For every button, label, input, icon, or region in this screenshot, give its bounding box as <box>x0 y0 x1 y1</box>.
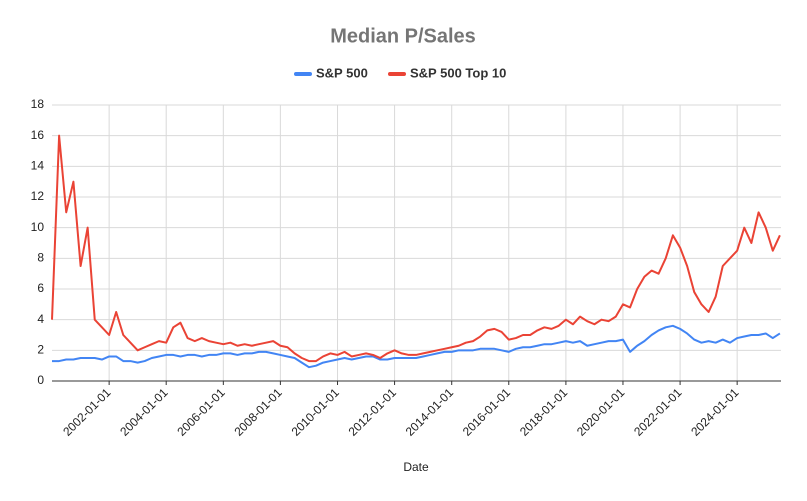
y-tick-label: 4 <box>37 312 44 326</box>
y-tick-label: 0 <box>37 373 44 387</box>
x-tick-label: 2016-01-01 <box>460 385 514 439</box>
series-line <box>52 324 781 369</box>
x-tick-label: 2022-01-01 <box>631 385 685 439</box>
x-tick-label: 2010-01-01 <box>289 385 343 439</box>
y-tick-label: 18 <box>31 97 45 111</box>
y-tick-label: 10 <box>31 220 45 234</box>
series-line <box>51 134 781 363</box>
x-tick-label: 2012-01-01 <box>346 385 400 439</box>
x-tick-label: 2002-01-01 <box>60 385 114 439</box>
legend-label: S&P 500 <box>316 65 368 80</box>
x-tick-label: 2004-01-01 <box>117 385 171 439</box>
legend-label: S&P 500 Top 10 <box>410 65 506 80</box>
x-tick-label: 2006-01-01 <box>174 385 228 439</box>
x-tick-label: 2008-01-01 <box>231 385 285 439</box>
y-tick-label: 12 <box>31 189 45 203</box>
y-tick-label: 14 <box>31 159 45 173</box>
x-tick-label: 2024-01-01 <box>688 385 742 439</box>
y-tick-label: 8 <box>37 251 44 265</box>
x-tick-label: 2018-01-01 <box>517 385 571 439</box>
x-axis-label: Date <box>403 460 429 474</box>
chart-title: Median P/Sales <box>330 25 476 47</box>
y-tick-label: 2 <box>37 343 44 357</box>
x-tick-label: 2020-01-01 <box>574 385 628 439</box>
y-tick-label: 6 <box>37 281 44 295</box>
y-tick-label: 16 <box>31 128 45 142</box>
x-tick-label: 2014-01-01 <box>403 385 457 439</box>
